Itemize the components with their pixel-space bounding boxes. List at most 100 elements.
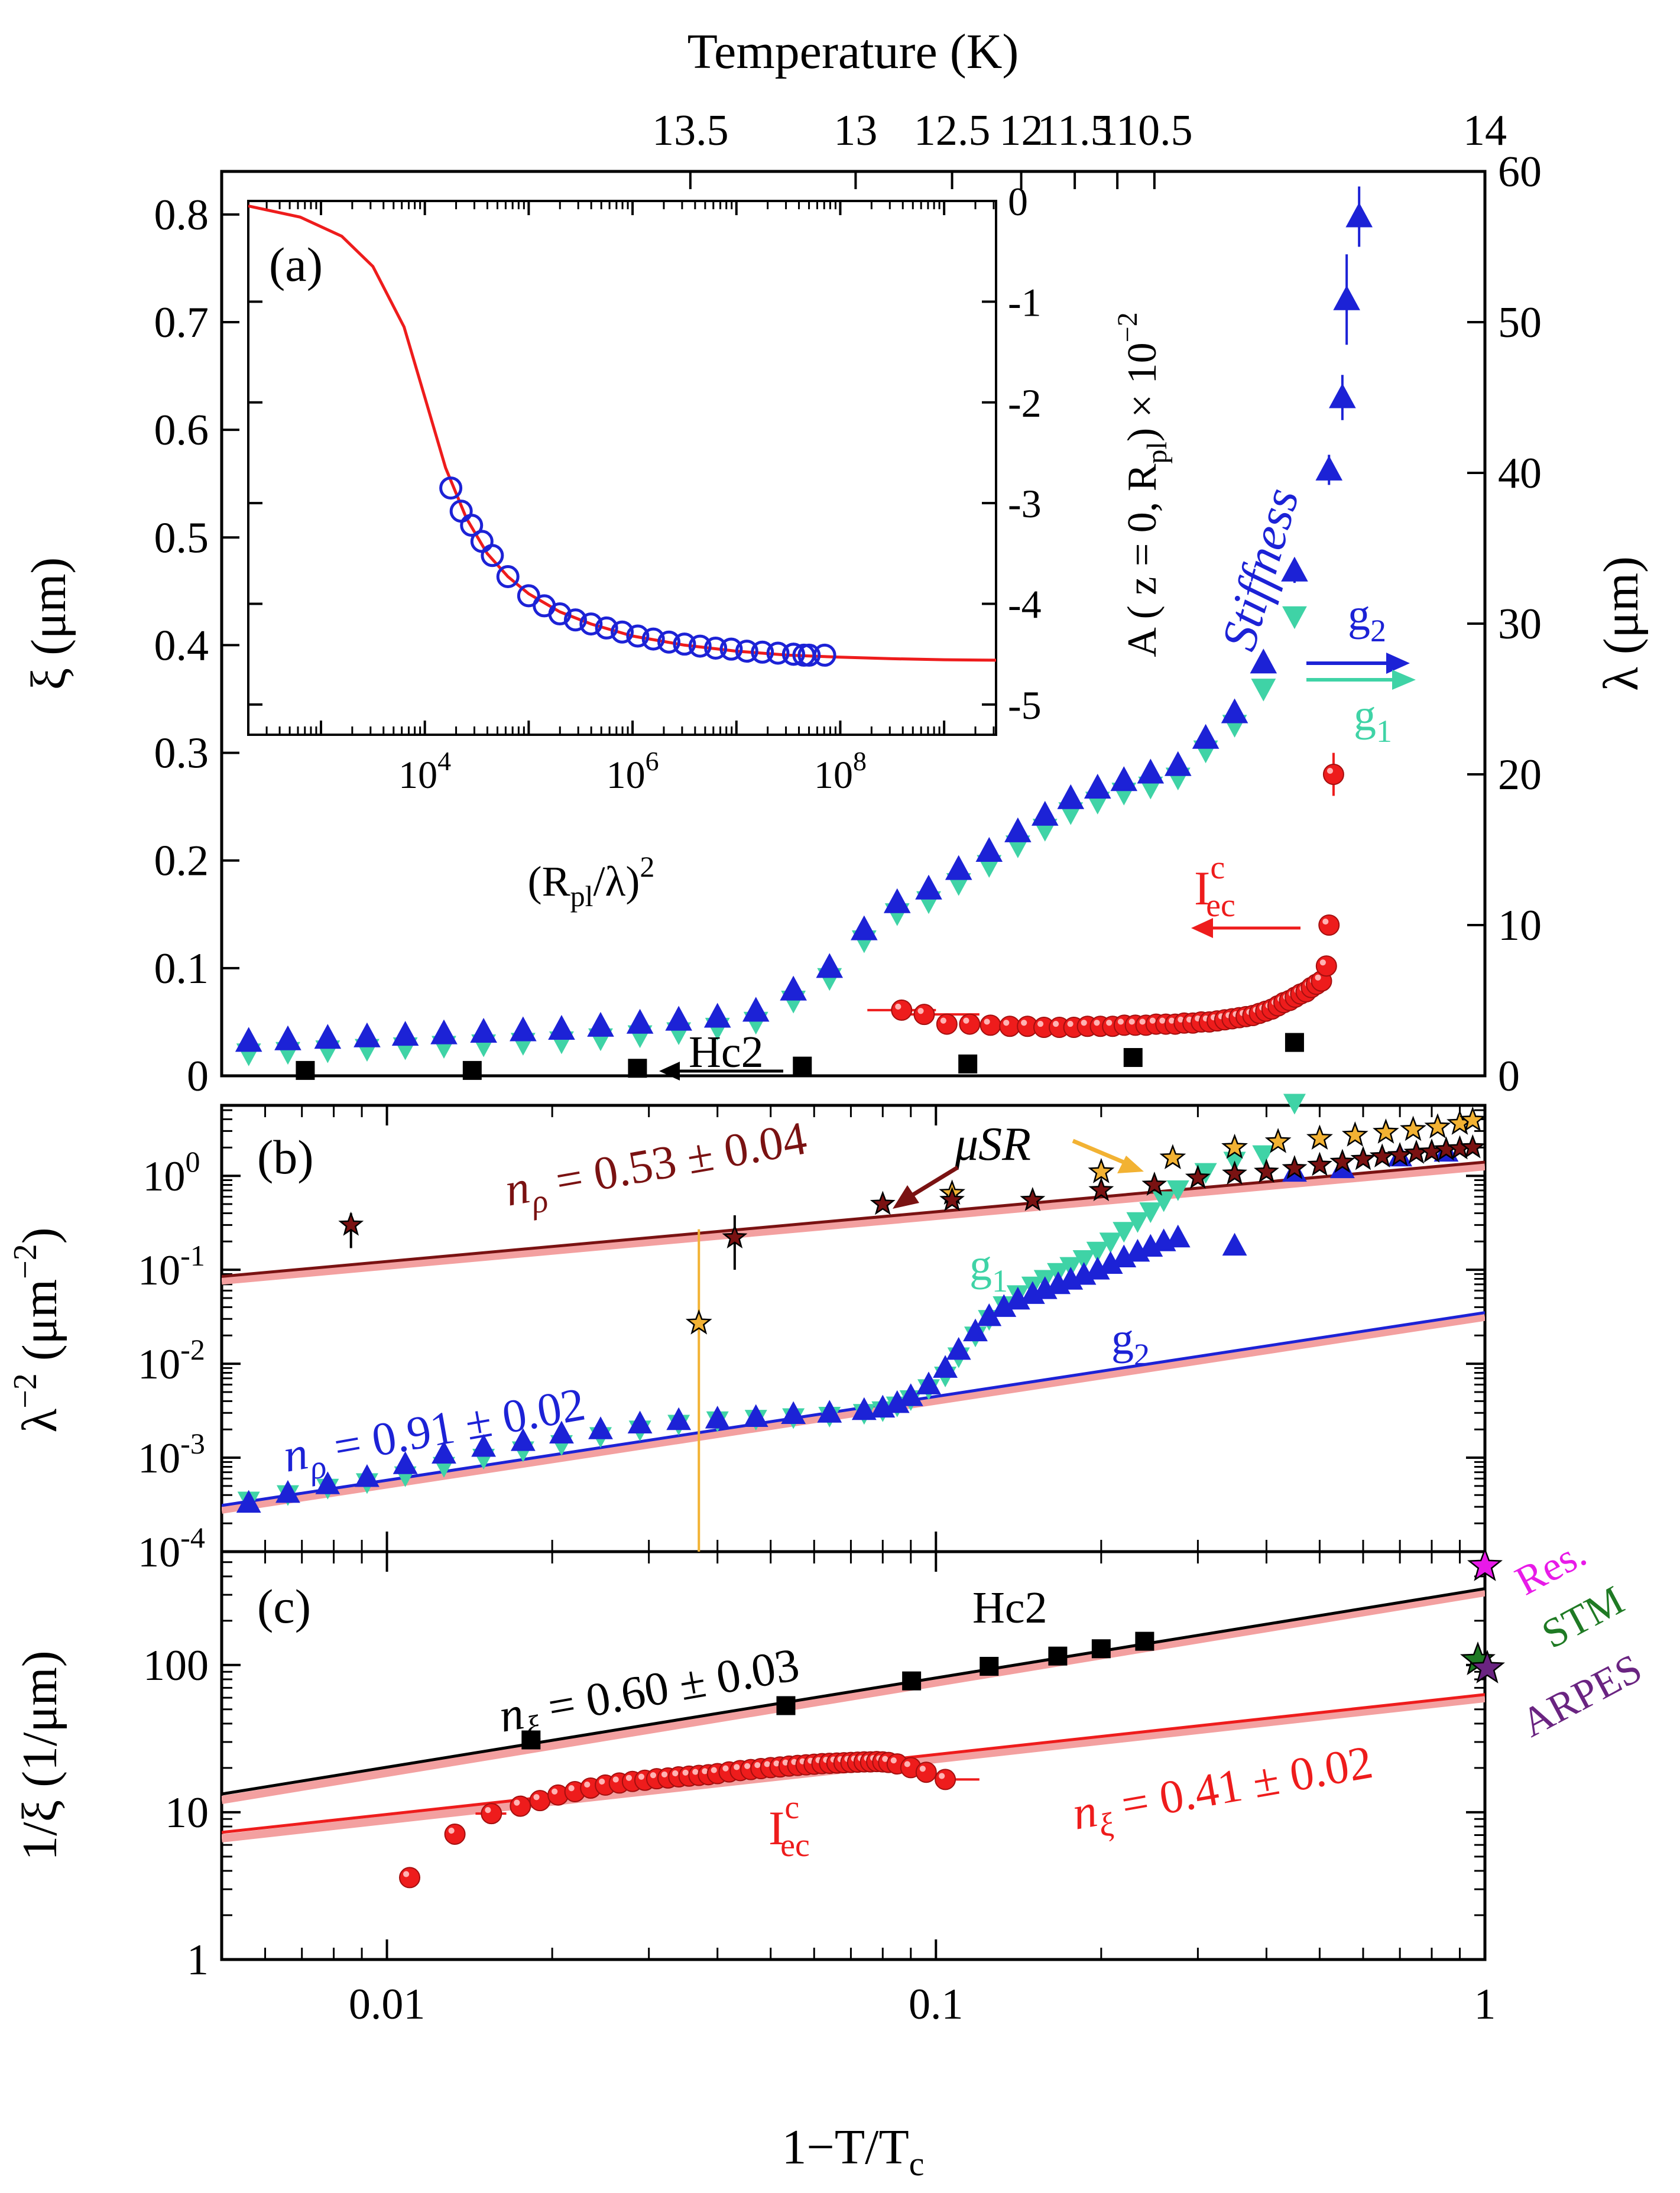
g2-point-a	[1221, 698, 1248, 724]
iec-point-a-highlight	[1322, 918, 1329, 925]
g2-point-a	[1031, 800, 1059, 826]
y-tick-label: 0.4	[154, 621, 209, 670]
iec-point-c-highlight	[692, 1769, 699, 1775]
panel-c-y-axis-title: 1/ξ (1/μm)	[12, 1650, 67, 1860]
y-tick-label: 0	[187, 1052, 209, 1101]
g2-point-b	[666, 1407, 692, 1430]
axis-ticks	[220, 170, 1486, 1961]
iec-point-c-highlight	[890, 1757, 897, 1764]
fit-line-n_xi_black	[222, 1587, 1485, 1796]
musr-darkred-star	[1222, 1160, 1247, 1185]
g1-label-a: g1	[1354, 690, 1392, 749]
hc2-point-a	[1123, 1048, 1143, 1068]
g2-point-b	[705, 1406, 730, 1429]
hc2-point-c	[1091, 1639, 1111, 1659]
inset-y-tick-label: -3	[1008, 481, 1042, 526]
inset-data-point	[688, 634, 712, 658]
top-x-tick-label: 13.5	[652, 106, 729, 155]
y-tick-label: 0.8	[154, 191, 209, 239]
iec-point-c	[444, 1823, 466, 1845]
g2-point-a	[1164, 751, 1192, 776]
iec-point-c-highlight	[722, 1765, 729, 1772]
right-y-tick-label: 60	[1498, 148, 1542, 196]
iec-point-c	[529, 1790, 551, 1812]
musr-darkred-star	[1088, 1177, 1114, 1202]
arpes-label: ARPES	[1514, 1646, 1649, 1746]
inset-frame	[247, 200, 997, 736]
hc2-point-a	[628, 1059, 647, 1078]
panel-a-label: (a)	[269, 238, 323, 291]
hc2-label-a: Hc2	[689, 1027, 764, 1077]
y-tick-label: 10	[165, 1789, 209, 1837]
iec-point-a-highlight	[1319, 959, 1326, 966]
y-tick-label: 0.6	[154, 406, 209, 455]
y-tick-label: 100	[143, 1145, 200, 1200]
inset-y-tick-label: -1	[1008, 280, 1042, 325]
top-x-tick-label: 12	[1000, 106, 1043, 155]
g2-point-a	[1192, 724, 1220, 749]
right-y-tick-label: 50	[1498, 299, 1542, 347]
y-tick-label: 10-2	[138, 1333, 205, 1388]
iec-point-a-highlight	[1128, 1018, 1135, 1025]
iec-point-c-highlight	[672, 1770, 679, 1777]
iec-point-c-highlight	[584, 1781, 591, 1788]
x-tick-label: 1	[1474, 1980, 1496, 2029]
inset-data-point	[563, 608, 587, 632]
inset-data-point	[751, 640, 774, 664]
g2-point-b	[236, 1490, 261, 1513]
iec-point-a-highlight	[1159, 1017, 1166, 1024]
g2-point-a	[1329, 383, 1356, 408]
g2-point-a	[587, 1011, 614, 1037]
n-xi-black-label: nξ = 0.60 ± 0.03	[495, 1639, 805, 1751]
top-x-tick-label: 11	[1097, 106, 1139, 155]
inset-data-point	[673, 632, 696, 656]
iec-point-a	[1315, 955, 1337, 977]
g1-point-b	[1194, 1163, 1217, 1184]
top-x-axis-title: Temperature (K)	[687, 24, 1019, 79]
musr-gold-star	[1373, 1118, 1399, 1144]
g1-point-b	[1283, 1094, 1306, 1115]
iec-label-c: Ic ec	[768, 1789, 810, 1864]
inset-data-point	[766, 641, 790, 665]
iec-point-a	[999, 1016, 1021, 1037]
fit-line-n_rho_darkred	[222, 1160, 1485, 1278]
musr-darkred-star	[1020, 1186, 1046, 1211]
hc2-point-c	[902, 1671, 922, 1691]
top-x-tick-label: 14	[1463, 106, 1507, 155]
iec-point-a-highlight	[1178, 1016, 1184, 1023]
iec-point-a	[1318, 914, 1340, 936]
g2-point-a	[780, 975, 807, 1001]
inset-y-tick-label: -2	[1008, 381, 1042, 426]
iec-point-a-highlight	[1021, 1020, 1027, 1026]
g1-point-b	[1126, 1212, 1149, 1233]
iec-point-a-highlight	[984, 1018, 990, 1025]
g2-point-a	[742, 997, 770, 1022]
g2-point-b	[884, 1390, 910, 1413]
inset-data-point	[460, 514, 484, 537]
musr-darkred-star	[1307, 1151, 1332, 1176]
g2-point-b	[1222, 1232, 1247, 1256]
iec-point-c-highlight	[904, 1761, 910, 1767]
panel-a-y-axis-title: ξ (μm)	[21, 557, 76, 690]
g2-point-a	[1345, 202, 1373, 228]
iec-point-a-highlight	[1037, 1020, 1044, 1027]
iec-point-a	[936, 1013, 958, 1035]
g2-point-a	[510, 1016, 537, 1042]
x-tick-label: 0.01	[349, 1980, 426, 2029]
g2-point-a	[851, 915, 878, 940]
iec-point-a-highlight	[1327, 767, 1334, 774]
g2-point-b	[393, 1451, 418, 1474]
musr-darkred-star	[1460, 1134, 1486, 1159]
g2-point-b	[510, 1428, 536, 1451]
fit-band-n_rho_darkred	[222, 1163, 1485, 1285]
musr-darkred-star	[1282, 1155, 1308, 1179]
g2-point-a	[975, 837, 1003, 862]
res-star	[1467, 1547, 1503, 1581]
musr-gold-star	[1159, 1144, 1186, 1169]
g2-point-a	[945, 855, 972, 880]
hc2-point-c	[980, 1656, 999, 1676]
g2-point-b	[471, 1433, 497, 1457]
top-x-tick-label: 13	[833, 106, 877, 155]
musr-arrowhead-gold	[1117, 1156, 1144, 1173]
g2-point-b	[991, 1294, 1017, 1317]
